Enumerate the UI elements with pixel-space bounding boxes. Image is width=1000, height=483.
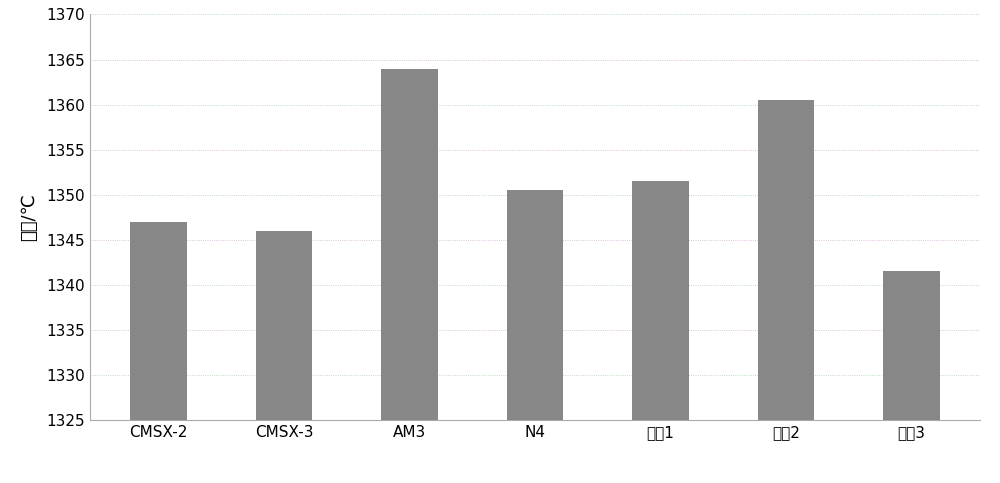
Bar (883, 271, 940, 420)
Y-axis label: 温度/℃: 温度/℃ (20, 193, 38, 242)
Bar (256, 231, 312, 420)
Bar (130, 222, 187, 420)
Bar (632, 181, 689, 420)
Bar (758, 100, 814, 420)
Bar (507, 190, 563, 420)
Bar (381, 69, 438, 420)
